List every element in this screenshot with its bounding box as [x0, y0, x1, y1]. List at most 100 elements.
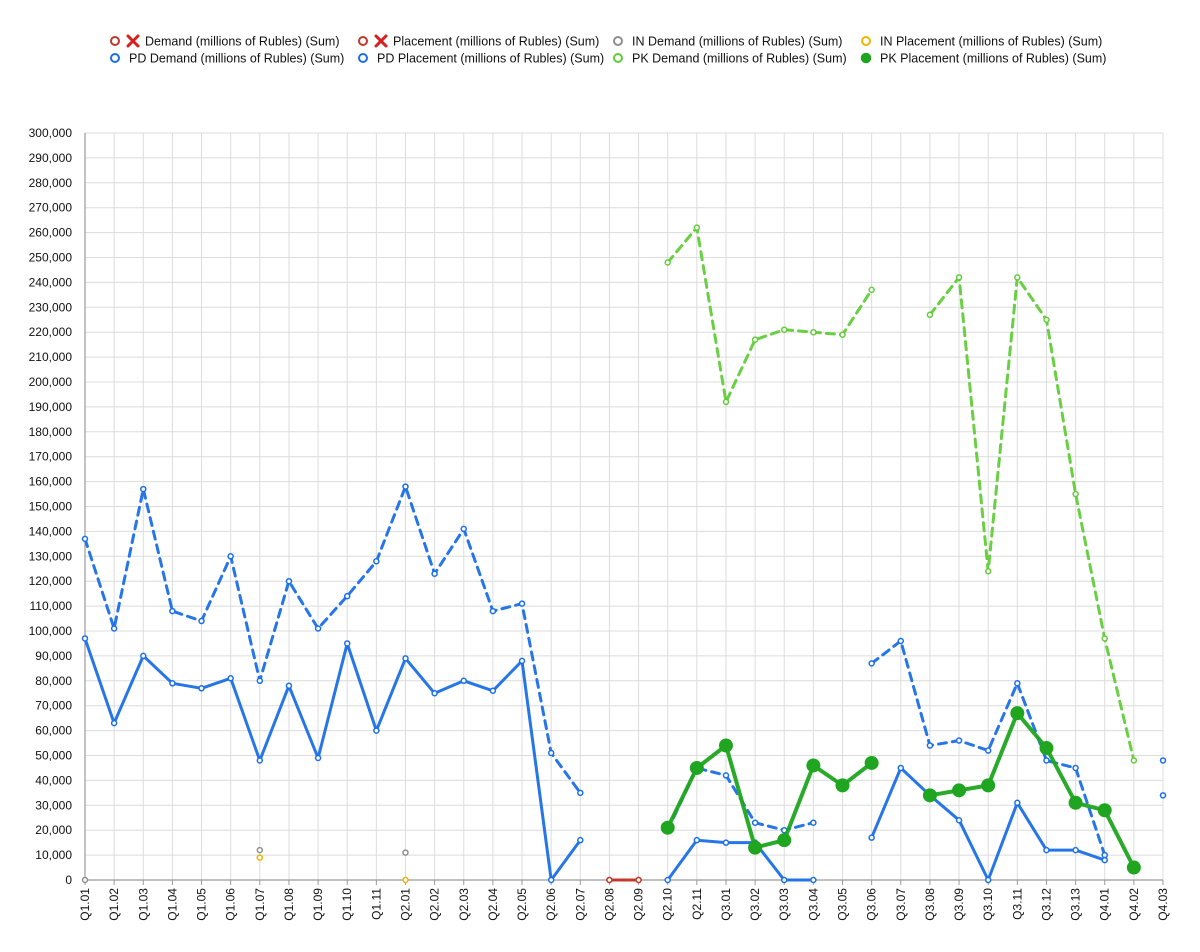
x-tick-label: Q3.04 — [806, 888, 820, 921]
chart-legend[interactable]: Demand (millions of Rubles) (Sum) Placeme… — [110, 34, 1107, 66]
y-tick-label: 30,000 — [35, 798, 72, 812]
data-point — [373, 727, 380, 734]
x-tick-label: Q1.11 — [369, 888, 383, 920]
y-tick-label: 80,000 — [35, 674, 72, 688]
data-point — [839, 331, 846, 338]
data-point — [81, 635, 89, 642]
data-point — [1101, 856, 1108, 864]
legend-item-5[interactable]: PD Placement (millions of Rubles) (Sum) — [358, 52, 604, 66]
data-point — [256, 854, 264, 861]
data-point — [660, 820, 675, 835]
x-tick-label: Q1.02 — [107, 888, 121, 921]
y-tick-label: 110,000 — [30, 599, 73, 613]
data-point — [314, 754, 322, 762]
x-tick-label: Q1.07 — [253, 888, 267, 921]
data-point — [1043, 316, 1050, 323]
y-tick-label: 20,000 — [35, 823, 72, 837]
data-point — [343, 592, 351, 600]
data-point — [1014, 274, 1021, 281]
data-point — [110, 625, 118, 632]
data-point — [806, 758, 821, 773]
data-point — [952, 783, 967, 798]
data-point — [664, 876, 671, 884]
data-point — [489, 687, 497, 695]
data-point — [227, 675, 234, 682]
series-line — [928, 275, 1136, 762]
data-point — [722, 772, 730, 779]
x-tick-label: Q4.01 — [1098, 888, 1112, 921]
data-point — [547, 876, 555, 884]
data-point — [256, 846, 264, 854]
data-point — [748, 840, 763, 855]
legend-label: Demand (millions of Rubles) (Sum) — [145, 35, 340, 49]
x-tick-label: Q1.08 — [282, 888, 296, 921]
legend-item-6[interactable]: PK Demand (millions of Rubles) (Sum) — [613, 52, 847, 66]
legend-item-0[interactable]: Demand (millions of Rubles) (Sum) — [110, 34, 340, 49]
y-tick-label: 0 — [65, 873, 72, 887]
data-point — [577, 836, 584, 844]
data-point — [897, 637, 905, 645]
data-point — [693, 224, 701, 231]
series-7 — [660, 706, 1141, 875]
y-tick-label: 290,000 — [29, 151, 73, 165]
data-point — [810, 819, 817, 826]
data-point — [110, 719, 118, 727]
legend-label: PK Demand (millions of Rubles) (Sum) — [632, 52, 847, 66]
data-point — [693, 836, 701, 844]
data-point — [460, 677, 468, 685]
legend-item-2[interactable]: IN Demand (millions of Rubles) (Sum) — [613, 35, 842, 49]
data-point — [1039, 741, 1054, 756]
legend-item-7[interactable]: PK Placement (millions of Rubles) (Sum) — [860, 52, 1107, 66]
x-tick-label: Q3.05 — [836, 888, 850, 921]
series-1 — [606, 876, 642, 884]
legend-marker-icon — [860, 52, 872, 64]
data-point — [431, 570, 438, 577]
x-tick-label: Q2.07 — [573, 888, 587, 921]
data-point — [402, 483, 409, 490]
data-point — [664, 259, 671, 266]
x-tick-label: Q2.11 — [690, 888, 704, 920]
x-tick-label: Q1.10 — [340, 888, 354, 921]
legend-label: IN Demand (millions of Rubles) (Sum) — [632, 35, 842, 49]
y-tick-label: 240,000 — [29, 275, 73, 289]
y-tick-label: 130,000 — [29, 549, 73, 563]
series-2 — [81, 846, 409, 884]
data-point — [198, 685, 205, 692]
y-tick-label: 60,000 — [35, 724, 72, 738]
data-point — [926, 742, 934, 749]
y-tick-label: 90,000 — [35, 649, 72, 663]
y-tick-label: 230,000 — [29, 300, 73, 314]
data-point — [868, 834, 875, 841]
data-point — [81, 876, 89, 884]
data-point — [606, 876, 613, 884]
x-tick-label: Q2.09 — [632, 888, 646, 921]
y-tick-label: 160,000 — [29, 475, 73, 489]
y-tick-label: 70,000 — [35, 699, 72, 713]
x-tick-label: Q3.08 — [923, 888, 937, 921]
data-point — [984, 747, 992, 754]
data-point — [198, 617, 205, 625]
x-tick-label: Q4.03 — [1156, 888, 1170, 921]
data-point — [897, 764, 905, 772]
data-point — [1072, 764, 1079, 772]
data-point — [402, 849, 409, 856]
legend-item-4[interactable]: PD Demand (millions of Rubles) (Sum) — [110, 52, 344, 66]
data-point — [227, 553, 234, 560]
legend-item-1[interactable]: Placement (millions of Rubles) (Sum) — [358, 34, 599, 49]
data-point — [922, 788, 937, 803]
y-tick-label: 260,000 — [29, 226, 73, 240]
series-line — [665, 743, 874, 850]
x-tick-label: Q3.12 — [1039, 888, 1053, 921]
data-point — [835, 778, 850, 793]
legend-item-3[interactable]: IN Placement (millions of Rubles) (Sum) — [861, 35, 1102, 49]
data-point — [722, 398, 730, 406]
y-tick-label: 100,000 — [29, 624, 73, 638]
x-tick-label: Q1.03 — [136, 888, 150, 921]
x-tick-label: Q3.01 — [719, 888, 733, 921]
data-point — [780, 876, 788, 884]
y-tick-label: 180,000 — [29, 425, 73, 439]
x-tick-label: Q1.01 — [78, 888, 92, 921]
data-point — [868, 660, 875, 667]
data-point — [169, 607, 176, 615]
x-tick-label: Q3.09 — [952, 888, 966, 921]
